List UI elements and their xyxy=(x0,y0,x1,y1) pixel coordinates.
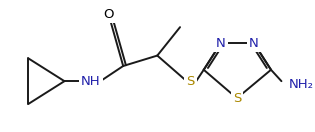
Text: NH: NH xyxy=(81,75,101,88)
Text: O: O xyxy=(103,8,113,21)
Text: S: S xyxy=(186,75,195,88)
Text: S: S xyxy=(233,92,241,105)
Text: N: N xyxy=(249,37,259,50)
Text: NH₂: NH₂ xyxy=(289,78,314,91)
Text: N: N xyxy=(216,37,226,50)
